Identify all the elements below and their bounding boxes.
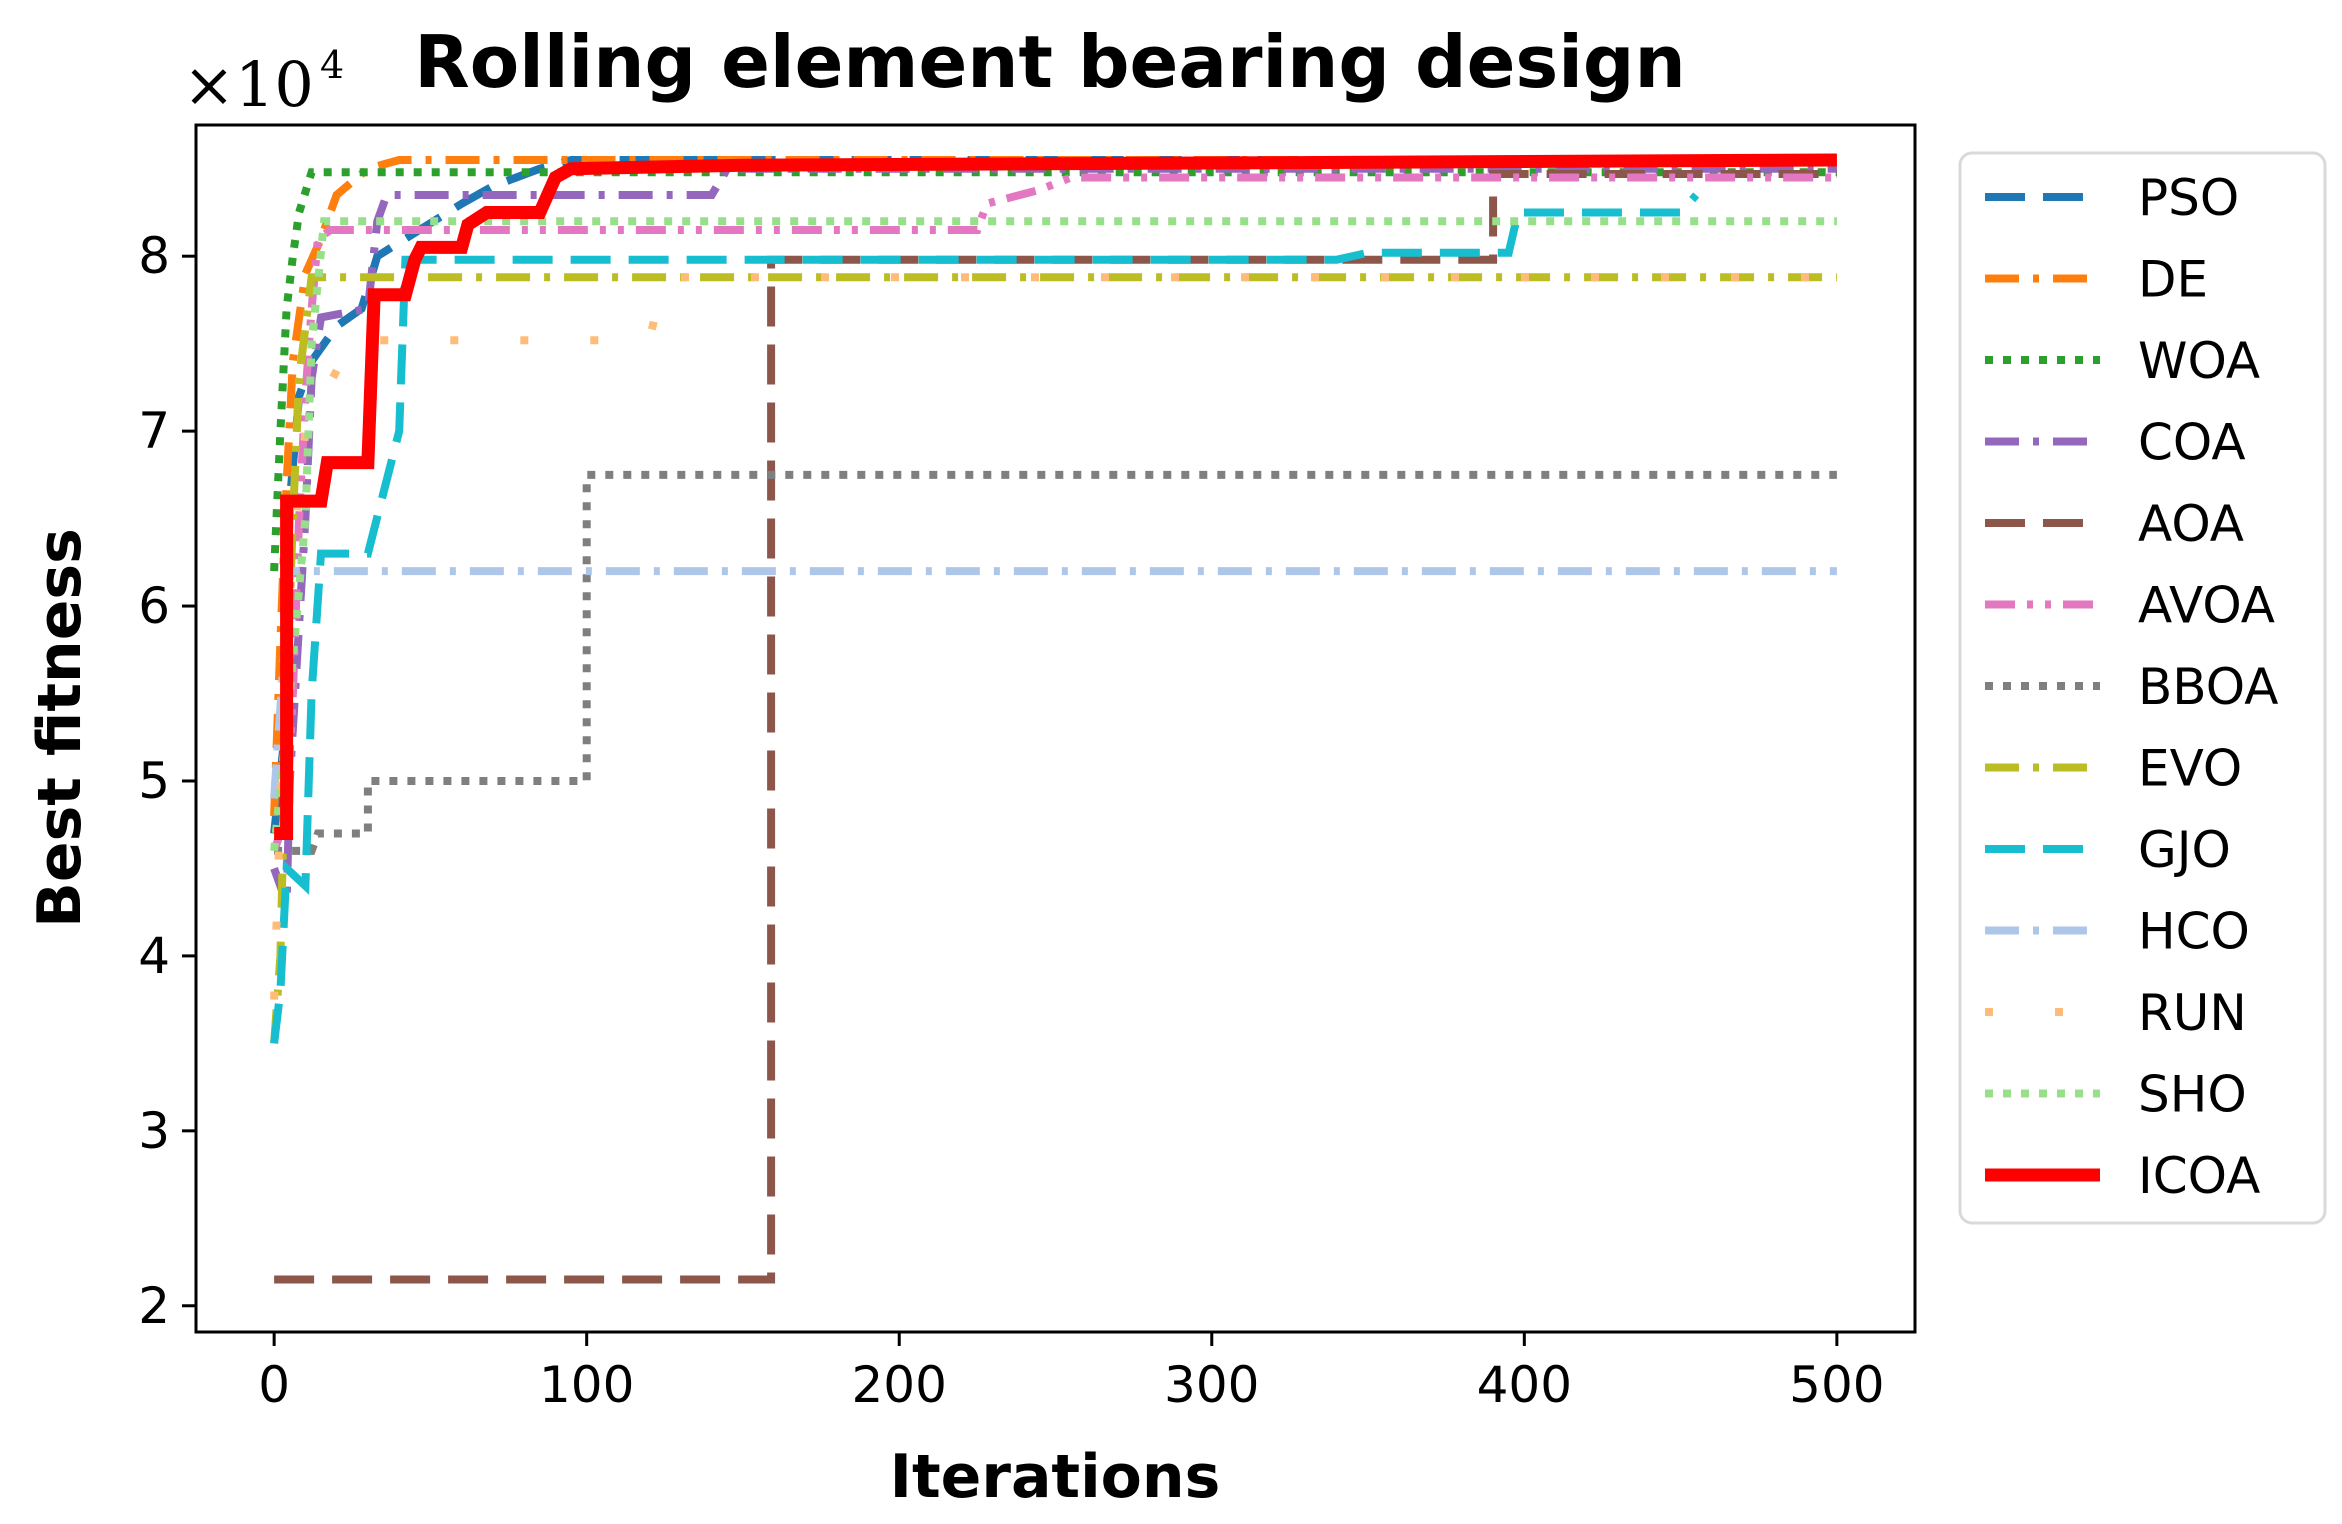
legend-entry-bboa: BBOA [1985,658,2278,716]
legend-label: BBOA [2138,658,2278,716]
y-tick-label: 6 [138,577,170,635]
y-tick-label: 2 [138,1277,170,1335]
series-line-woa [270,168,1837,572]
legend-entry-hco: HCO [1985,903,2250,961]
y-tick-label: 8 [138,227,170,285]
legend-entry-aoa: AOA [1985,495,2244,553]
legend-entry-woa: WOA [1985,332,2260,390]
legend-entry-icoa: ICOA [1985,1147,2260,1205]
legend-label: PSO [2138,169,2239,227]
x-tick-label: 0 [258,1356,290,1414]
x-axis-label: Iterations [890,1442,1221,1512]
series-line-gjo [270,192,1700,1044]
legend-label: EVO [2138,740,2242,798]
legend-entry-sho: SHO [1985,1066,2247,1124]
legend-label: DE [2138,251,2208,309]
y-axis: 2 3 4 5 6 7 8 [138,227,196,1335]
series-line-bboa [274,470,1837,855]
legend-label: AOA [2138,495,2244,553]
x-tick-label: 100 [539,1356,634,1414]
chart-title: Rolling element bearing design [414,20,1685,104]
y-multiplier-exponent: 4 [320,43,344,87]
legend: PSO DE WOA COA AOA AVOA BBOA EVO GJO HCO RUN SHO ICO… [1958,151,2327,1225]
plot-area [194,123,1917,1334]
x-tick-label: 400 [1477,1356,1572,1414]
x-tick-label: 200 [852,1356,947,1414]
series-line-icoa [274,153,1837,840]
legend-entry-evo: EVO [1985,740,2242,798]
legend-label: COA [2138,414,2246,472]
legend-entry-gjo: GJO [1985,821,2231,879]
plot-frame [194,123,1917,1334]
legend-label: GJO [2138,821,2231,879]
legend-label: WOA [2138,332,2260,390]
y-tick-label: 7 [138,402,170,460]
legend-label: ICOA [2138,1147,2260,1205]
legend-label: RUN [2138,984,2247,1042]
series-lines [270,153,1837,1284]
legend-label: AVOA [2138,577,2275,635]
x-tick-label: 300 [1164,1356,1259,1414]
y-multiplier-base: ×10 [183,48,314,121]
x-axis: 0 100 200 300 400 500 [258,1332,1885,1414]
y-tick-label: 3 [138,1102,170,1160]
y-tick-label: 4 [138,927,170,985]
legend-entry-de: DE [1985,251,2208,309]
y-tick-label: 5 [138,752,170,810]
legend-entry-coa: COA [1985,414,2246,472]
x-tick-label: 500 [1789,1356,1884,1414]
legend-entry-run: RUN [1985,984,2247,1042]
y-axis-label: Best fitness [25,528,95,928]
legend-entry-pso: PSO [1985,169,2239,227]
legend-entry-avoa: AVOA [1985,577,2275,635]
legend-label: HCO [2138,903,2250,961]
legend-frame [1958,151,2327,1225]
legend-label: SHO [2138,1066,2247,1124]
